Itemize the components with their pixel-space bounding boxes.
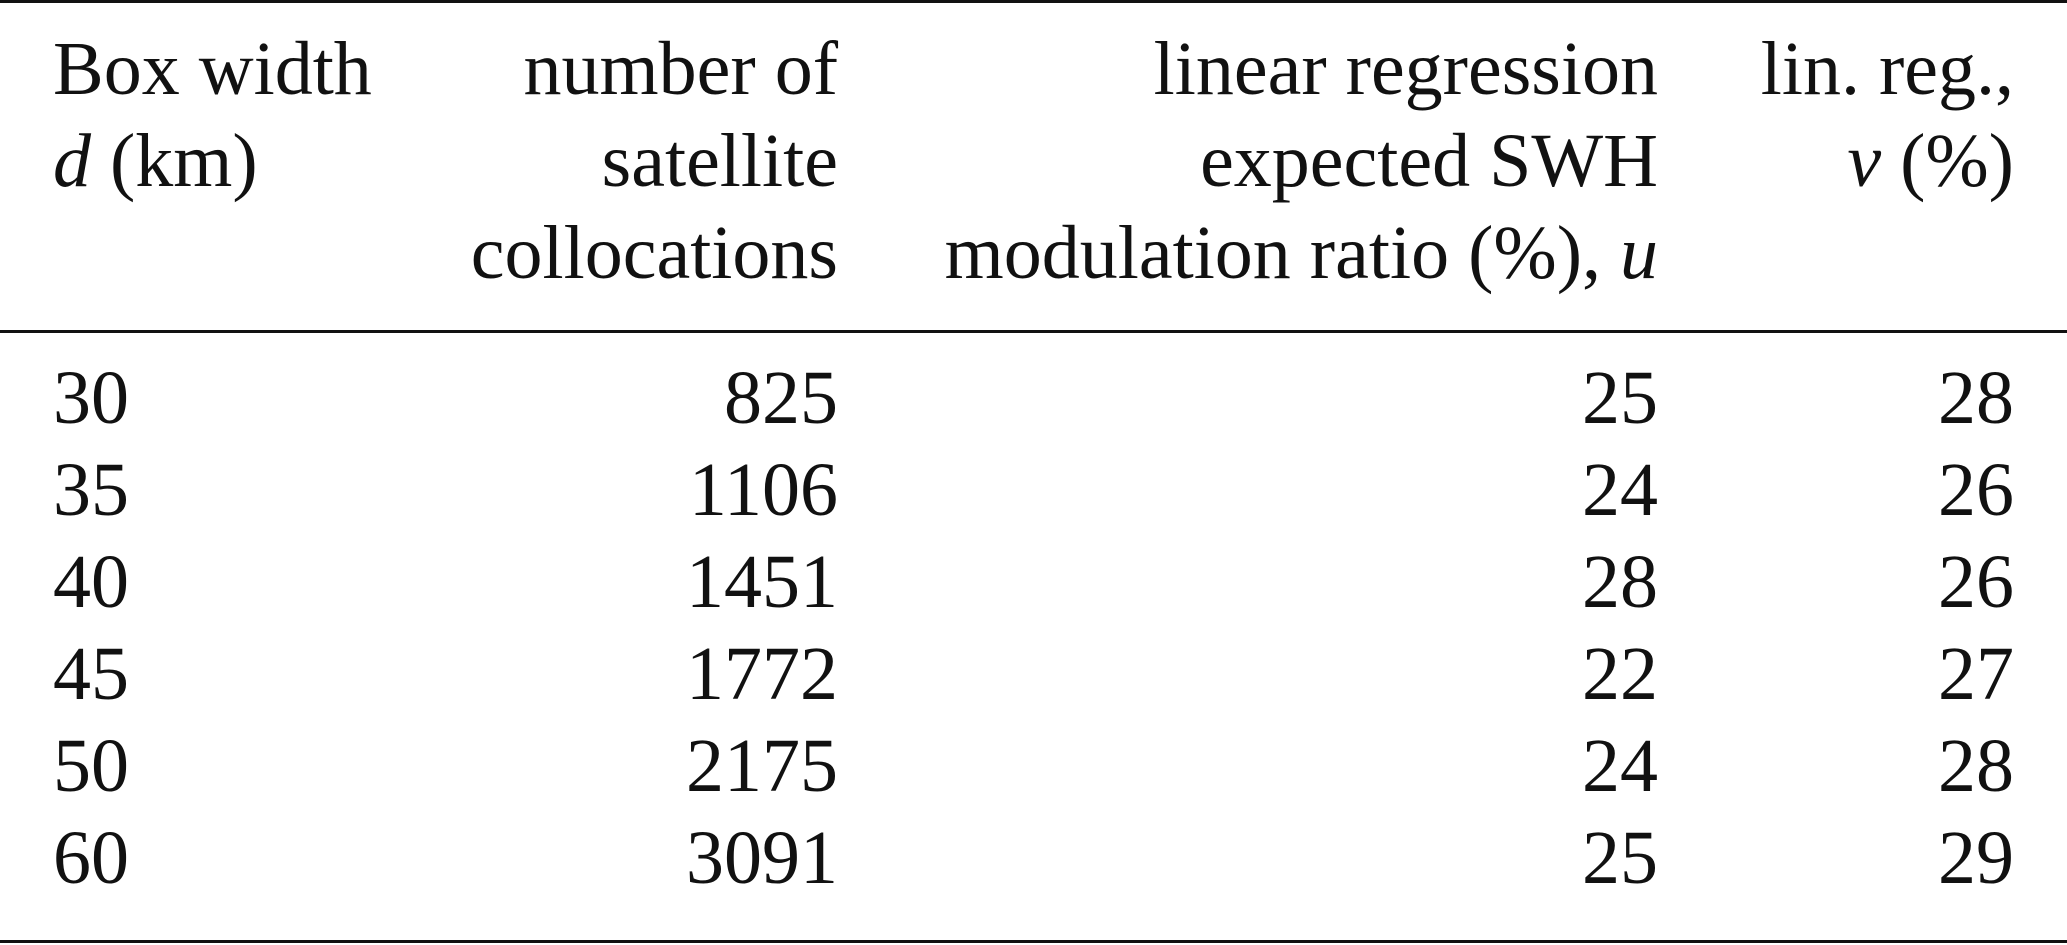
table-cell: 2175 (686, 724, 838, 808)
table-cell: 3091 (686, 816, 838, 900)
table-cell: 1772 (686, 632, 838, 716)
table-cell: 24 (1582, 448, 1658, 532)
header-text: linear regression (1153, 27, 1658, 111)
header-cell: lin. reg., v (%) (1761, 23, 2014, 207)
table-cell: 28 (1938, 724, 2014, 808)
table-cell: 26 (1938, 448, 2014, 532)
table-cell: 28 (1582, 540, 1658, 624)
header-text: modulation ratio (%), (944, 211, 1601, 295)
table-cell: 35 (53, 448, 129, 532)
header-text: expected SWH (1200, 119, 1658, 203)
header-text: number of (523, 27, 838, 111)
header-text: u (1620, 211, 1658, 295)
table-cell: 26 (1938, 540, 2014, 624)
header-text: lin. reg., (1760, 27, 2014, 111)
header-text: satellite (601, 119, 838, 203)
table-cell: 1106 (688, 448, 838, 532)
header-cell: number of satellite collocations (471, 23, 838, 299)
table-cell: 25 (1582, 356, 1658, 440)
table-cell: 45 (53, 632, 129, 716)
header-text: collocations (470, 211, 838, 295)
header-text: (%) (1900, 119, 2014, 203)
table-cell: 30 (53, 356, 129, 440)
table-cell: 24 (1582, 724, 1658, 808)
table-cell: 50 (53, 724, 129, 808)
header-text: Box width (53, 27, 372, 111)
table-cell: 1451 (686, 540, 838, 624)
header-cell: linear regression expected SWH modulatio… (945, 23, 1658, 299)
header-text: (km) (110, 119, 258, 203)
bottom-rule (0, 940, 2067, 943)
top-rule (0, 0, 2067, 3)
table-cell: 22 (1582, 632, 1658, 716)
header-cell: Box width d (km) (53, 23, 372, 207)
table-cell: 825 (724, 356, 838, 440)
table-cell: 25 (1582, 816, 1658, 900)
table-cell: 40 (53, 540, 129, 624)
table-cell: 60 (53, 816, 129, 900)
table-cell: 27 (1938, 632, 2014, 716)
header-rule (0, 330, 2067, 333)
header-text: d (53, 119, 91, 203)
table-cell: 29 (1938, 816, 2014, 900)
table-cell: 28 (1938, 356, 2014, 440)
header-text: v (1847, 119, 1882, 203)
